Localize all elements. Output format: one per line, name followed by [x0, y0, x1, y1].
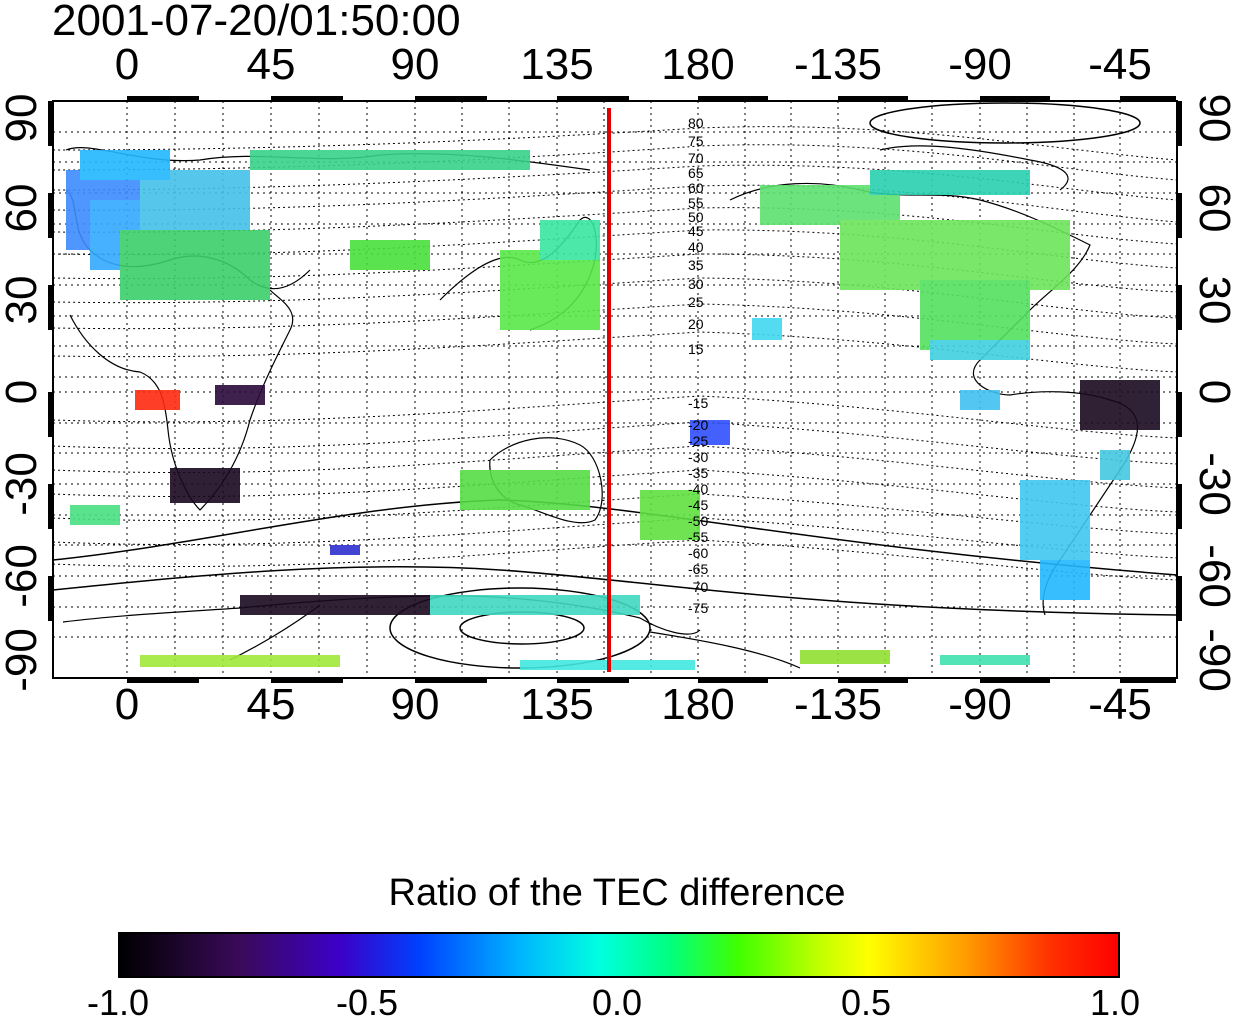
top-tick: 135	[520, 40, 594, 89]
colorbar-tick: 0.0	[591, 982, 643, 1023]
top-tick: 0	[114, 40, 140, 89]
tec-cell	[140, 655, 340, 667]
contour-label: 15	[688, 341, 704, 357]
tec-cell	[430, 595, 640, 615]
bottom-tick: 135	[520, 680, 594, 729]
contour-label: 25	[688, 294, 704, 310]
contour-label: -35	[688, 465, 708, 481]
contour-label: -50	[688, 513, 708, 529]
tec-cell	[170, 468, 240, 503]
tec-cell	[215, 385, 265, 405]
contour-label: -60	[688, 545, 708, 561]
top-tick: 180	[661, 40, 735, 89]
top-tick: -45	[1088, 40, 1152, 89]
tec-cell	[870, 170, 1030, 195]
bottom-tick: 0	[114, 680, 140, 729]
tec-cell	[120, 230, 270, 300]
contour-label: 20	[688, 316, 704, 332]
bottom-tick: -90	[948, 680, 1012, 729]
tec-cell	[250, 150, 530, 170]
contour-label: -55	[688, 529, 708, 545]
tec-cell	[940, 655, 1030, 665]
tec-cell	[500, 250, 600, 330]
colorbar-gradient	[118, 932, 1120, 978]
bottom-tick: -45	[1088, 680, 1152, 729]
contour-label: 35	[688, 257, 704, 273]
tec-cell	[920, 280, 1030, 350]
plot-title: 2001-07-20/01:50:00	[52, 0, 461, 45]
contour-labels: 80 75 70 65 60 55 50 45 40 35 30 25 20 1…	[688, 115, 708, 616]
tec-cell	[1080, 380, 1160, 430]
contour-label: 80	[688, 115, 704, 131]
top-tick: 90	[390, 40, 440, 89]
contour-label: 45	[688, 223, 704, 239]
tec-cell	[540, 220, 600, 260]
contour-label: -45	[688, 497, 708, 513]
contour-label: 55	[688, 195, 704, 211]
contour-label: 60	[688, 180, 704, 196]
colorbar-tick: -1.0	[86, 982, 150, 1023]
tec-map: 80 75 70 65 60 55 50 45 40 35 30 25 20 1…	[48, 96, 1182, 683]
contour-label: 65	[688, 165, 704, 181]
contour-label: -25	[688, 433, 708, 449]
contour-label: 75	[688, 133, 704, 149]
colorbar-tick: 1.0	[1089, 982, 1141, 1023]
tec-cell	[135, 390, 180, 410]
colorbar-title: Ratio of the TEC difference	[388, 872, 846, 914]
tec-cell	[1040, 560, 1090, 600]
contour-label: 30	[688, 276, 704, 292]
tec-cell	[80, 150, 170, 180]
bottom-tick: 90	[390, 680, 440, 729]
contour-label: -75	[688, 600, 708, 616]
tec-cell	[1100, 450, 1130, 480]
tec-cell	[1020, 480, 1090, 560]
tec-cell	[752, 318, 782, 340]
tec-cell	[800, 650, 890, 664]
contour-label: -20	[688, 417, 708, 433]
contour-label: -40	[688, 481, 708, 497]
tec-cell	[330, 545, 360, 555]
bottom-tick: -135	[793, 680, 883, 729]
top-tick: -90	[948, 40, 1012, 89]
contour-label: 70	[688, 150, 704, 166]
tec-cell	[840, 220, 1070, 290]
contour-label: -70	[688, 579, 708, 595]
tec-cell	[960, 390, 1000, 410]
top-tick: -135	[793, 40, 883, 89]
tec-cell	[930, 340, 1030, 360]
top-tick: 45	[246, 40, 296, 89]
contour-label: -30	[688, 449, 708, 465]
bottom-tick: 45	[246, 680, 296, 729]
tec-cell	[690, 420, 730, 445]
colorbar-tick: 0.5	[840, 982, 892, 1023]
contour-label: 40	[688, 239, 704, 255]
tec-cell	[240, 595, 440, 615]
colorbar-tick: -0.5	[335, 982, 399, 1023]
contour-label: 50	[688, 209, 704, 225]
tec-cell	[640, 490, 700, 540]
tec-cell	[350, 240, 430, 270]
tec-data	[66, 150, 1160, 670]
tec-cell	[70, 505, 120, 525]
bottom-tick: 180	[661, 680, 735, 729]
frame-tick-bars	[48, 96, 1182, 683]
contour-label: -15	[688, 395, 708, 411]
contour-label: -65	[688, 561, 708, 577]
tec-cell	[460, 470, 590, 510]
